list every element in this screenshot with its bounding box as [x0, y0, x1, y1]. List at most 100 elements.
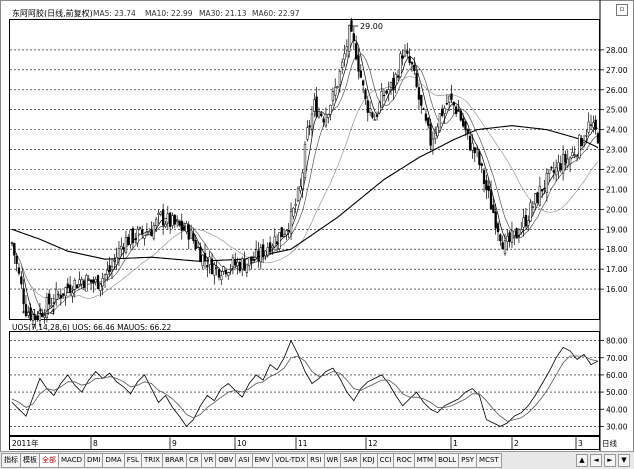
tab-emv[interactable]: EMV — [251, 453, 273, 468]
candle — [487, 177, 490, 199]
candle — [573, 146, 576, 159]
candle — [162, 203, 165, 235]
tab-fsl[interactable]: FSL — [123, 453, 142, 468]
tab-asi[interactable]: ASI — [235, 453, 253, 468]
candle — [441, 104, 444, 118]
candle — [364, 88, 367, 105]
candle — [310, 105, 314, 137]
candle — [278, 232, 281, 251]
candle — [380, 83, 383, 108]
down-arrow-icon[interactable]: ▼ — [618, 454, 630, 467]
chart-title: 东阿阿胶(日线,前复权) — [12, 8, 93, 18]
candle — [399, 50, 402, 79]
candle — [264, 250, 267, 261]
tab-brar[interactable]: BRAR — [161, 453, 187, 468]
candle — [134, 232, 137, 244]
tab-全部[interactable]: 全部 — [39, 453, 59, 468]
tab-rsi[interactable]: RSI — [307, 453, 325, 468]
right-arrow-icon[interactable]: ► — [604, 454, 616, 467]
candle — [82, 278, 86, 291]
candle — [529, 199, 532, 222]
tab-mcst[interactable]: MCST — [476, 453, 502, 468]
candle — [231, 254, 235, 275]
uos-lines — [11, 339, 599, 428]
tab-cr[interactable]: CR — [186, 453, 202, 468]
candle — [571, 146, 574, 157]
candle — [289, 202, 293, 240]
candle — [313, 92, 316, 118]
tab-trix[interactable]: TRIX — [140, 453, 163, 468]
candle — [57, 290, 60, 298]
tab-dmi[interactable]: DMI — [83, 453, 104, 468]
left-arrow-icon[interactable]: ◄ — [590, 454, 602, 467]
candle — [71, 285, 74, 303]
candle — [66, 277, 69, 293]
candle — [192, 228, 195, 244]
candle — [322, 116, 325, 127]
candle — [361, 79, 365, 94]
price-tick-label: 26.00 — [606, 86, 628, 95]
tab-obv[interactable]: OBV — [215, 453, 237, 468]
tab-psy[interactable]: PSY — [458, 453, 478, 468]
candle — [62, 293, 65, 299]
uos-line — [11, 339, 599, 428]
candle — [410, 61, 414, 72]
candle — [582, 134, 586, 148]
candle — [248, 256, 251, 271]
chart-canvas[interactable]: 16.00 17.00 18.00 19.00 20.00 21.00 22.00 23.00… — [0, 0, 634, 451]
tab-boll[interactable]: BOLL — [435, 453, 460, 468]
price-tick-label: 28.00 — [606, 46, 628, 55]
candle — [143, 234, 146, 246]
candle — [408, 48, 411, 66]
price-tick-label: 27.00 — [606, 66, 628, 75]
tab-dma[interactable]: DMA — [102, 453, 125, 468]
tab-mtm[interactable]: MTM — [413, 453, 437, 468]
tab-vol-tdx[interactable]: VOL-TDX — [271, 453, 309, 468]
tab-kdj[interactable]: KDJ — [359, 453, 378, 468]
time-label: 2011年 — [12, 438, 39, 448]
candle — [273, 228, 276, 248]
candle — [24, 294, 28, 318]
candle — [136, 225, 139, 248]
candle — [10, 241, 14, 246]
candle — [213, 261, 216, 285]
candle — [489, 180, 493, 210]
low-value: 14.44 — [32, 308, 55, 317]
indicator-tick-label: 80.00 — [606, 337, 628, 346]
tab-wr[interactable]: WR — [323, 453, 342, 468]
candle — [471, 133, 474, 159]
candle — [189, 224, 193, 239]
tab-sar[interactable]: SAR — [340, 453, 361, 468]
candle — [564, 150, 567, 171]
candle — [187, 221, 190, 250]
tab-macd[interactable]: MACD — [58, 453, 85, 468]
candle — [503, 233, 507, 256]
candle — [527, 215, 530, 231]
mauos-line — [11, 355, 599, 422]
candle — [585, 129, 588, 144]
candle — [480, 162, 483, 174]
candle — [394, 72, 397, 94]
candle — [508, 230, 511, 248]
restore-icon[interactable]: ▫ — [616, 4, 628, 16]
tab-指标[interactable]: 指标 — [1, 453, 21, 468]
candle — [157, 209, 160, 225]
indicator-tick-label: 60.00 — [606, 371, 628, 380]
candle — [531, 201, 535, 216]
candle — [324, 107, 328, 128]
tab-模板[interactable]: 模板 — [20, 453, 40, 468]
candle — [52, 294, 56, 313]
up-arrow-icon[interactable]: ▲ — [576, 454, 588, 467]
candle — [338, 69, 342, 93]
tab-roc[interactable]: ROC — [393, 453, 415, 468]
candle — [482, 167, 486, 193]
price-tick-label: 16.00 — [606, 285, 628, 294]
candle — [199, 242, 202, 263]
candle — [208, 251, 211, 274]
candle — [420, 94, 423, 114]
tab-vr[interactable]: VR — [200, 453, 217, 468]
candle — [368, 101, 372, 116]
candle — [168, 211, 172, 234]
time-label: 8 — [93, 439, 98, 448]
tab-cci[interactable]: CCI — [376, 453, 395, 468]
